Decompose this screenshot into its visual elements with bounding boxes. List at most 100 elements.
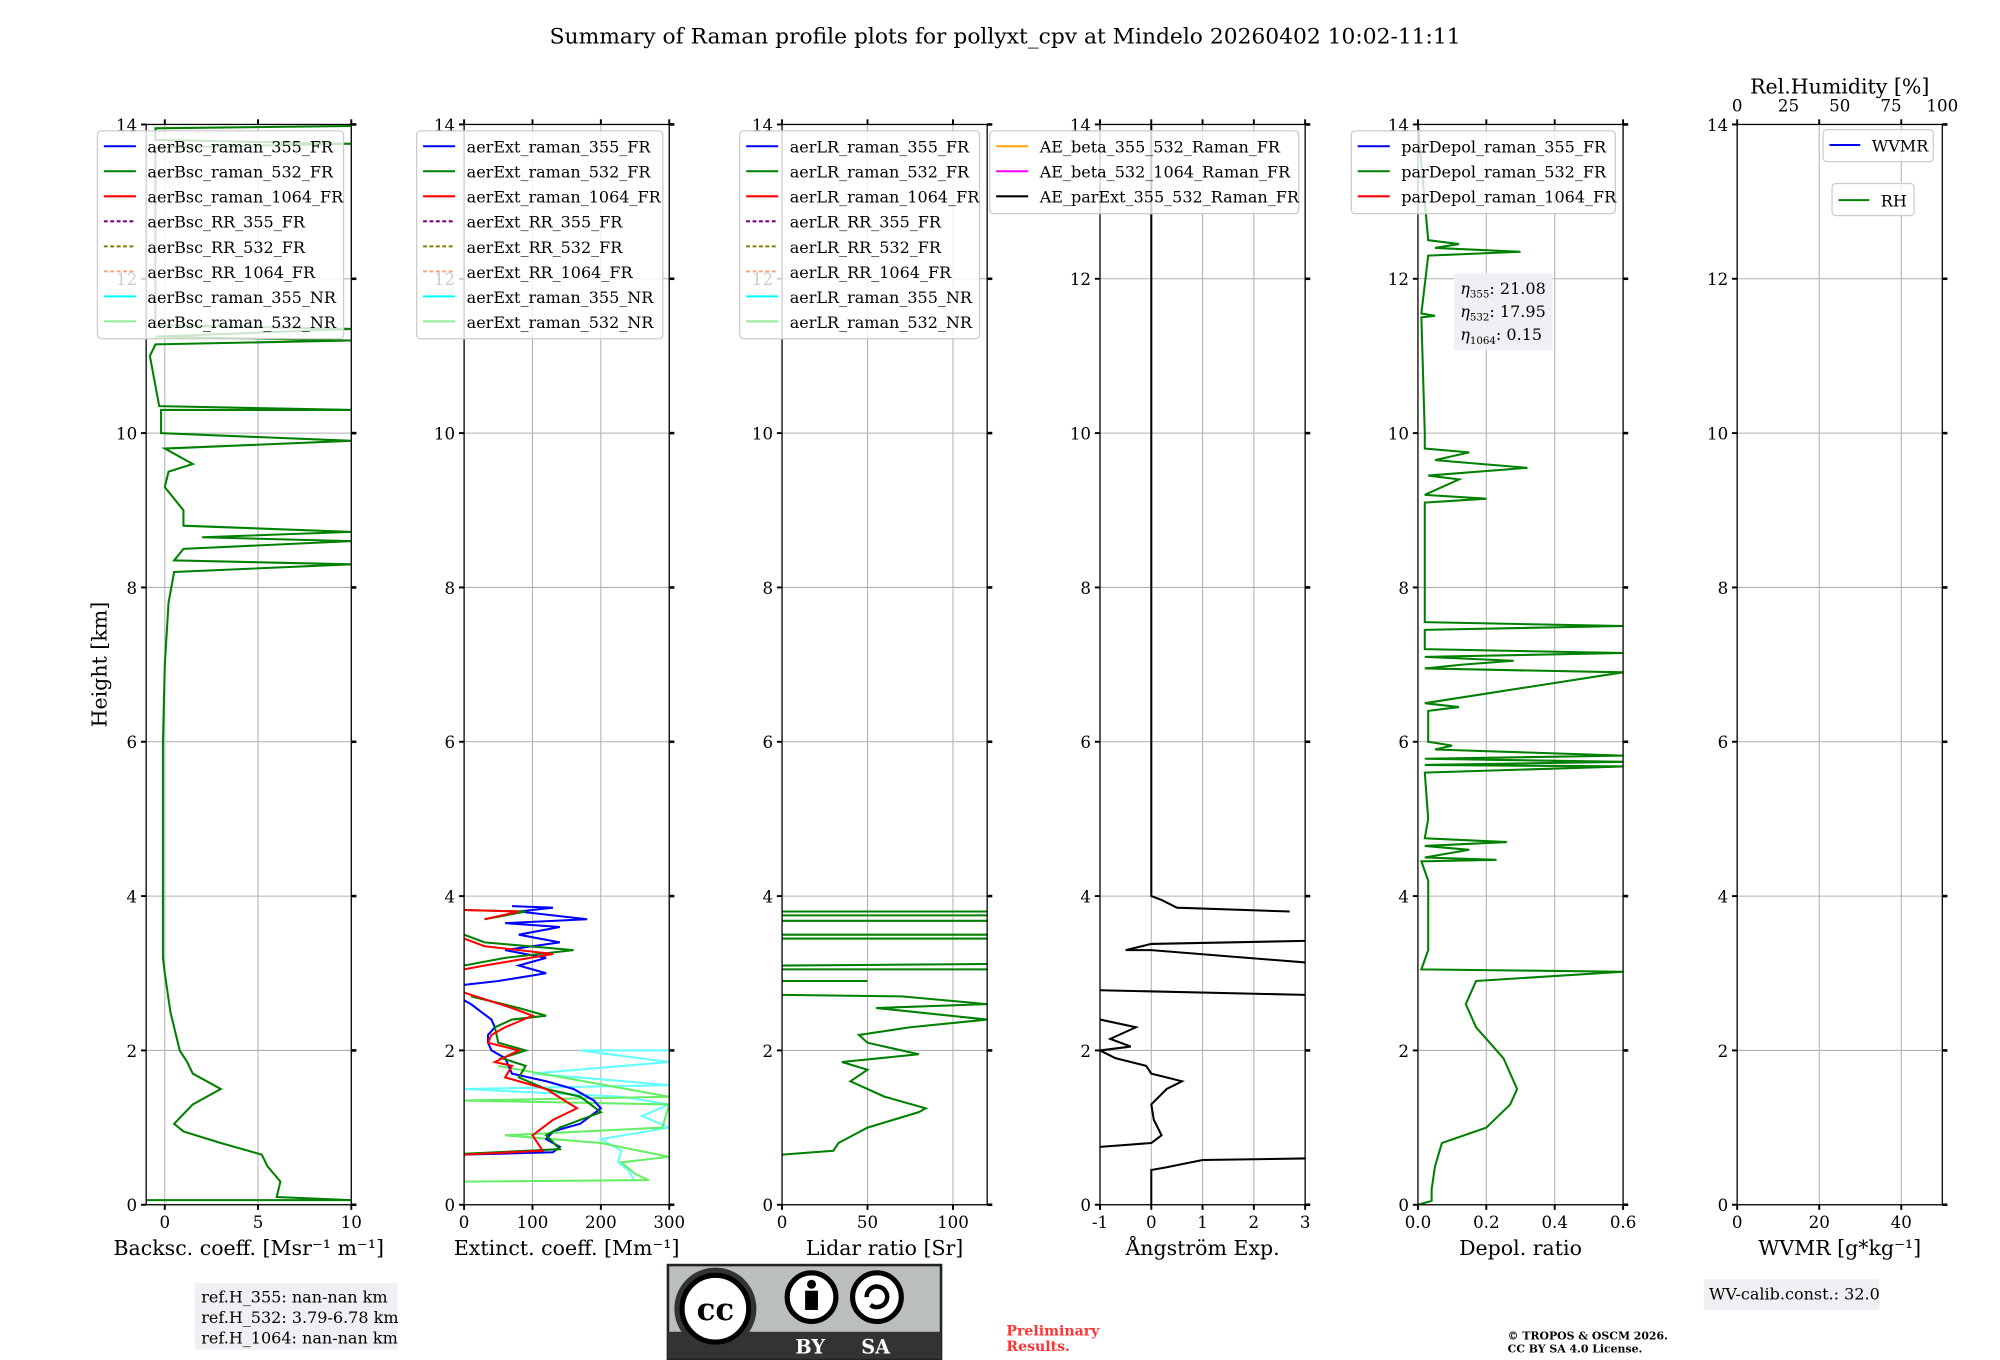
y-tick-label: 0 <box>1718 1196 1729 1215</box>
y-tick-label: 0 <box>127 1196 138 1215</box>
legend-label: aerExt_raman_355_NR <box>467 288 655 307</box>
y-tick-label: 10 <box>1070 425 1091 444</box>
y-tick-label: 14 <box>116 116 137 135</box>
legend-label: parDepol_raman_1064_FR <box>1401 188 1617 207</box>
legend: aerLR_raman_355_FR aerLR_raman_532_FR aerL… <box>739 130 980 340</box>
series-line-aerExt_raman_355_FR <box>464 905 588 986</box>
x-tick-label: 0 <box>159 1213 170 1232</box>
legend: aerBsc_raman_355_FR aerBsc_raman_532_FRae… <box>96 130 345 340</box>
y-tick-label: 0 <box>762 1196 773 1215</box>
legend-label: aerExt_raman_355_FR <box>467 138 652 157</box>
ref-h-1064: ref.H_1064: nan-nan km <box>201 1328 397 1347</box>
y-tick-label: 2 <box>1080 1042 1091 1061</box>
legend-label: aerBsc_raman_355_FR <box>147 138 334 157</box>
legend-label: aerExt_raman_1064_FR <box>467 188 662 207</box>
svg-text:η1064: 0.15: η1064: 0.15 <box>1460 325 1542 347</box>
y-tick-label: 6 <box>1718 733 1729 752</box>
x-tick-label: 5 <box>253 1213 264 1232</box>
y-tick-label: 0 <box>1398 1196 1409 1215</box>
cc-logo-text: cc <box>697 1292 734 1328</box>
series-line-AE_parExt_355_532_Raman_FR <box>1125 939 1306 964</box>
series-line-AE_parExt_355_532_Raman_FR <box>1100 1018 1185 1148</box>
x-tick-label: 1 <box>1197 1213 1208 1232</box>
y-tick-label: 4 <box>1718 888 1729 907</box>
y-tick-label: 14 <box>1388 116 1409 135</box>
y-tick-label: 10 <box>116 425 137 444</box>
y-tick-label: 2 <box>1398 1042 1409 1061</box>
y-tick-label: 8 <box>1718 579 1729 598</box>
x-tick-label: 40 <box>1891 1213 1912 1232</box>
ref-h-532: ref.H_532: 3.79-6.78 km <box>201 1308 398 1327</box>
figure-title: Summary of Raman profile plots for polly… <box>550 25 1461 50</box>
x-axis-label: Lidar ratio [Sr] <box>806 1236 963 1260</box>
ref-h-355: ref.H_355: nan-nan km <box>201 1287 387 1306</box>
y-tick-label: 4 <box>762 888 773 907</box>
legend-label: aerExt_RR_355_FR <box>467 213 624 232</box>
series-line-parDepol_raman_532_FR <box>1417 124 1624 1205</box>
legend-label: aerLR_raman_532_FR <box>790 163 970 182</box>
legend-wvmr: WVMR <box>1822 128 1934 163</box>
y-tick-label: 10 <box>1388 425 1409 444</box>
legend-label: aerBsc_RR_1064_FR <box>147 263 316 282</box>
legend-label: aerLR_raman_532_NR <box>790 313 973 332</box>
legend: AE_beta_355_532_Raman_FR AE_beta_532_1064… <box>989 130 1300 215</box>
license-text: CC BY SA 4.0 License. <box>1508 1342 1643 1355</box>
legend-label: aerBsc_raman_355_NR <box>147 288 336 307</box>
y-tick-label: 12 <box>1388 270 1409 289</box>
y-tick-label: 6 <box>762 733 773 752</box>
legend-label: aerExt_raman_532_NR <box>467 313 655 332</box>
series-line-AE_parExt_355_532_Raman_FR <box>1150 124 1290 913</box>
y-tick-label: 12 <box>1707 270 1728 289</box>
eta-1064: 0.15 <box>1506 325 1542 344</box>
x-tick-label: 0.2 <box>1473 1213 1499 1232</box>
x-tick-label: 100 <box>937 1213 969 1232</box>
series-line-aerExt_raman_532_NR <box>464 1064 670 1183</box>
series-line-aerExt_raman_1064_FR <box>464 908 520 921</box>
svg-text:η532: 17.95: η532: 17.95 <box>1460 302 1546 324</box>
legend-label: aerLR_raman_355_FR <box>790 138 970 157</box>
copyright: © TROPOS & OSCM 2026. <box>1508 1329 1668 1342</box>
x-tick-label: 300 <box>653 1213 685 1232</box>
legend-label: RH <box>1881 192 1907 211</box>
license-by: BY <box>795 1336 825 1359</box>
y-tick-label: 4 <box>445 888 456 907</box>
y-tick-label: 6 <box>127 733 138 752</box>
x-tick-label: 100 <box>517 1213 549 1232</box>
panel-ext: 024681012140100200300Extinct. coeff. [Mm… <box>416 116 685 1260</box>
y-tick-label: 2 <box>445 1042 456 1061</box>
y-tick-label: 10 <box>752 425 773 444</box>
preliminary-label: Preliminary <box>1006 1324 1100 1340</box>
x-tick-label: 0.4 <box>1541 1213 1567 1232</box>
series-line-aerExt_raman_1064_FR <box>464 937 554 971</box>
x-tick-label: 0.0 <box>1405 1213 1431 1232</box>
legend-rh: RH <box>1831 182 1915 217</box>
x-tick-label: 2 <box>1249 1213 1260 1232</box>
legend-label: AE_parExt_355_532_Raman_FR <box>1039 188 1300 207</box>
y-tick-label: 2 <box>1718 1042 1729 1061</box>
axes-frame <box>781 123 988 1206</box>
y-tick-label: 10 <box>1707 425 1728 444</box>
wv-calib-const: WV-calib.const.: 32.0 <box>1709 1285 1880 1304</box>
y-axis-label: Height [km] <box>87 602 111 728</box>
series-line-AE_parExt_355_532_Raman_FR <box>1150 1157 1306 1205</box>
x-tick-label: 0 <box>459 1213 470 1232</box>
series-line-aerExt_raman_532_FR <box>464 933 574 967</box>
x-axis-label: Depol. ratio <box>1459 1236 1582 1260</box>
panel-lr: 02468101214050100Lidar ratio [Sr]aerLR_r… <box>739 116 993 1260</box>
legend-label: AE_beta_532_1064_Raman_FR <box>1039 163 1291 182</box>
x-tick-label: 200 <box>585 1213 617 1232</box>
y-tick-label: 6 <box>445 733 456 752</box>
legend-label: AE_beta_355_532_Raman_FR <box>1039 138 1281 157</box>
series-line-aerExt_raman_1064_FR <box>464 991 580 1156</box>
y-tick-label: 14 <box>434 116 455 135</box>
x-tick-label: 10 <box>341 1213 362 1232</box>
legend-label: aerLR_raman_355_NR <box>790 288 973 307</box>
rh-tick-label: 50 <box>1829 97 1850 116</box>
y-tick-label: 6 <box>1398 733 1409 752</box>
y-tick-label: 4 <box>1080 888 1091 907</box>
wv-calibration-box: WV-calib.const.: 32.0 <box>1703 1279 1880 1310</box>
axes-frame <box>1736 123 1943 1206</box>
x-tick-label: 0 <box>1732 1213 1743 1232</box>
series-line-AE_parExt_355_532_Raman_FR <box>1100 989 1306 996</box>
